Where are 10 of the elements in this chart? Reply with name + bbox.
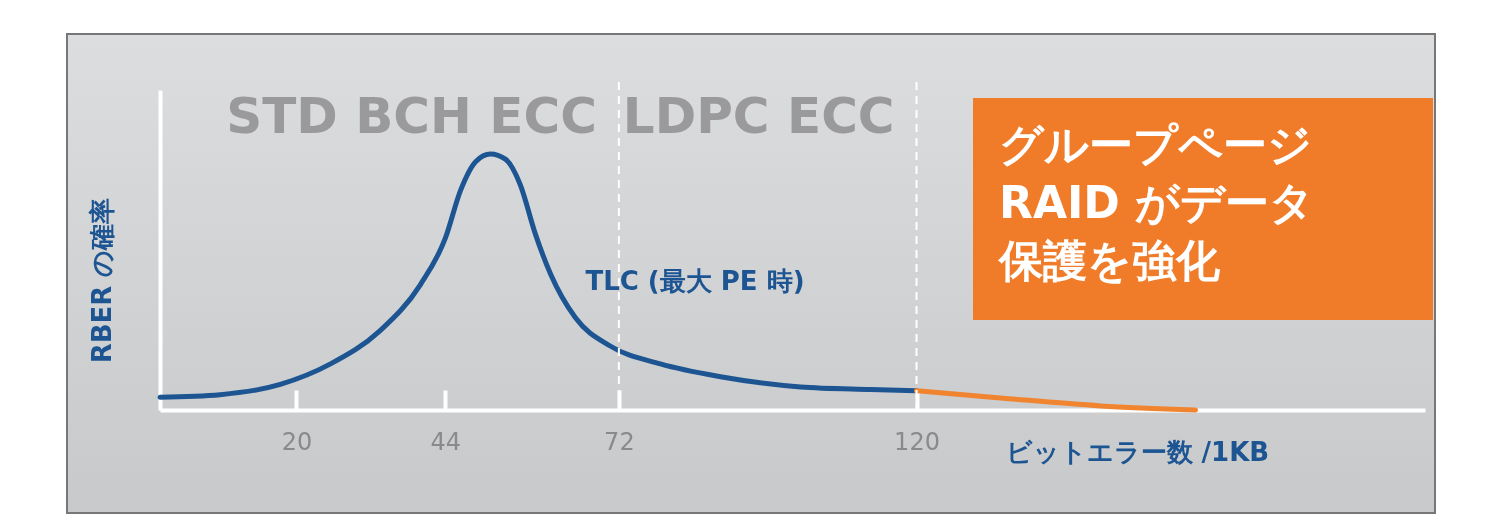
x-axis-title: ビットエラー数 /1KB (1005, 436, 1270, 467)
text: LDPC ECC (622, 87, 895, 145)
x-tick-label: 72 (604, 427, 635, 456)
x-tick-label: 44 (430, 427, 462, 456)
callout-box: グループページRAID がデータ保護を強化 (973, 98, 1433, 320)
text: STD BCH ECC (226, 87, 597, 145)
x-tick-label: 120 (894, 427, 940, 456)
y-axis-title: RBER の確率 (86, 197, 117, 364)
series-label: TLC (最大 PE 時) (585, 265, 805, 296)
x-tick-label: 20 (281, 427, 313, 456)
